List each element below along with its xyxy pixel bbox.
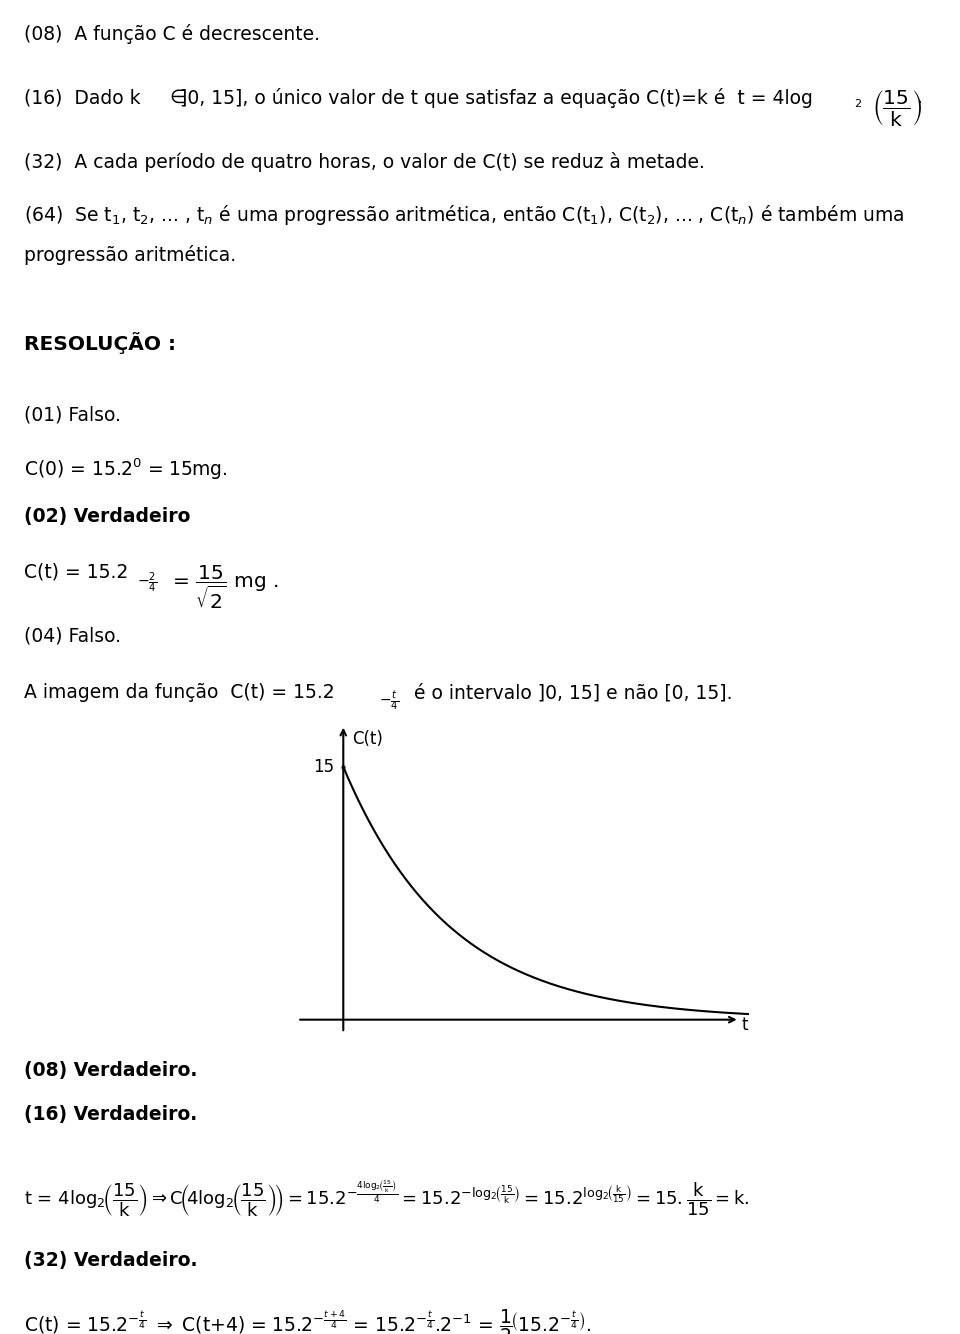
Text: A imagem da função  C(t) = 15.2: A imagem da função C(t) = 15.2 [24,683,335,702]
Text: $^{-\frac{2}{4}}$: $^{-\frac{2}{4}}$ [137,574,157,596]
Text: $_2$: $_2$ [854,95,862,109]
Text: ]0, 15], o único valor de t que satisfaz a equação C(t)=k é  t = 4log: ]0, 15], o único valor de t que satisfaz… [180,88,813,108]
Text: C(0) = 15.2$^0$ = 15mg.: C(0) = 15.2$^0$ = 15mg. [24,456,228,482]
Text: t: t [741,1015,748,1034]
Text: $\left(\dfrac{15}{\mathrm{k}}\right)$: $\left(\dfrac{15}{\mathrm{k}}\right)$ [872,88,922,128]
Text: (32) Verdadeiro.: (32) Verdadeiro. [24,1251,198,1270]
Text: 15: 15 [313,758,334,776]
Text: C(t) = 15.2: C(t) = 15.2 [24,563,129,582]
Text: C(t): C(t) [352,730,383,748]
Text: (16) Verdadeiro.: (16) Verdadeiro. [24,1105,197,1123]
Text: (08)  A função C é decrescente.: (08) A função C é decrescente. [24,24,320,44]
Text: = $\dfrac{15}{\sqrt{2}}$ mg .: = $\dfrac{15}{\sqrt{2}}$ mg . [166,563,278,611]
Text: t = 4log$_2\!\left(\dfrac{15}{\mathrm{k}}\right)\Rightarrow$C$\!\left(\!4\mathrm: t = 4log$_2\!\left(\dfrac{15}{\mathrm{k}… [24,1178,750,1218]
Text: (64)  Se t$_1$, t$_2$, ... , t$_n$ é uma progressão aritmética, então C(t$_1$), : (64) Se t$_1$, t$_2$, ... , t$_n$ é uma … [24,203,904,227]
Text: $\in$: $\in$ [166,88,186,107]
Text: (02) Verdadeiro: (02) Verdadeiro [24,507,190,526]
Text: (16)  Dado k: (16) Dado k [24,88,140,107]
Text: (08) Verdadeiro.: (08) Verdadeiro. [24,1061,198,1079]
Text: (32)  A cada período de quatro horas, o valor de C(t) se reduz à metade.: (32) A cada período de quatro horas, o v… [24,152,705,172]
Text: progressão aritmética.: progressão aritmética. [24,245,236,265]
Text: é o intervalo ]0, 15] e não [0, 15].: é o intervalo ]0, 15] e não [0, 15]. [408,683,732,702]
Text: (01) Falso.: (01) Falso. [24,406,121,424]
Text: $^{-\frac{t}{4}}$: $^{-\frac{t}{4}}$ [379,694,399,715]
Text: .: . [917,88,923,107]
Text: (04) Falso.: (04) Falso. [24,627,121,646]
Text: C(t) = 15.2$^{-\frac{t}{4}}$ $\Rightarrow$ C(t+4) = 15.2$^{-\frac{t+4}{4}}$ = 15: C(t) = 15.2$^{-\frac{t}{4}}$ $\Rightarro… [24,1307,591,1334]
Text: RESOLUÇÃO :: RESOLUÇÃO : [24,332,176,354]
